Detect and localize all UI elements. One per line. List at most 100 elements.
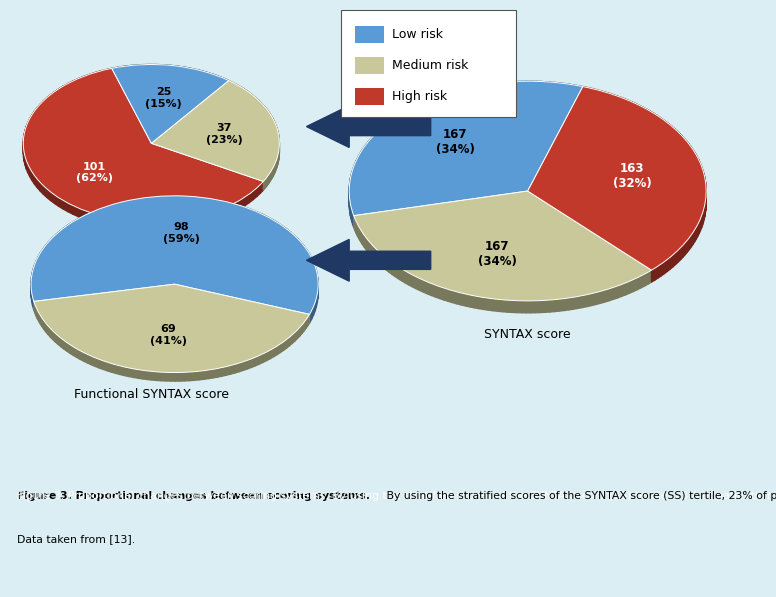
Polygon shape bbox=[61, 338, 64, 349]
Polygon shape bbox=[240, 205, 246, 216]
Polygon shape bbox=[32, 111, 34, 124]
Polygon shape bbox=[123, 66, 124, 75]
Polygon shape bbox=[255, 97, 256, 106]
Polygon shape bbox=[214, 75, 216, 84]
Polygon shape bbox=[105, 205, 111, 216]
Polygon shape bbox=[536, 81, 541, 93]
Polygon shape bbox=[378, 129, 380, 143]
Polygon shape bbox=[489, 83, 494, 96]
Polygon shape bbox=[155, 196, 162, 205]
Text: Medium risk: Medium risk bbox=[392, 60, 468, 72]
Polygon shape bbox=[192, 217, 199, 226]
Polygon shape bbox=[383, 256, 386, 270]
Polygon shape bbox=[687, 141, 688, 155]
Polygon shape bbox=[621, 97, 625, 111]
Polygon shape bbox=[139, 64, 140, 73]
Polygon shape bbox=[452, 90, 457, 103]
FancyBboxPatch shape bbox=[355, 88, 384, 105]
Polygon shape bbox=[470, 295, 475, 308]
Polygon shape bbox=[124, 220, 130, 230]
Polygon shape bbox=[494, 83, 498, 95]
Polygon shape bbox=[297, 328, 300, 338]
Polygon shape bbox=[371, 136, 373, 151]
Polygon shape bbox=[192, 69, 193, 78]
Polygon shape bbox=[661, 261, 664, 276]
Polygon shape bbox=[207, 72, 209, 82]
Polygon shape bbox=[59, 86, 64, 97]
Polygon shape bbox=[187, 67, 189, 76]
Polygon shape bbox=[64, 84, 68, 95]
Polygon shape bbox=[112, 219, 118, 228]
Wedge shape bbox=[528, 87, 706, 270]
Polygon shape bbox=[232, 82, 234, 92]
Polygon shape bbox=[364, 235, 366, 250]
Polygon shape bbox=[270, 114, 271, 124]
Polygon shape bbox=[376, 248, 378, 263]
Polygon shape bbox=[444, 93, 449, 106]
Polygon shape bbox=[54, 89, 59, 100]
Polygon shape bbox=[613, 286, 618, 300]
Polygon shape bbox=[43, 98, 47, 110]
Polygon shape bbox=[298, 239, 301, 251]
Polygon shape bbox=[372, 245, 376, 260]
Polygon shape bbox=[366, 238, 369, 253]
Polygon shape bbox=[424, 280, 428, 294]
Polygon shape bbox=[270, 348, 274, 359]
Polygon shape bbox=[517, 301, 521, 313]
Polygon shape bbox=[68, 81, 73, 92]
Polygon shape bbox=[512, 81, 517, 94]
Polygon shape bbox=[163, 65, 165, 73]
Polygon shape bbox=[46, 324, 48, 334]
Polygon shape bbox=[369, 241, 370, 255]
Polygon shape bbox=[270, 171, 271, 181]
Polygon shape bbox=[286, 337, 289, 348]
Polygon shape bbox=[475, 296, 479, 309]
Polygon shape bbox=[68, 222, 73, 233]
Polygon shape bbox=[172, 66, 174, 74]
Polygon shape bbox=[226, 365, 230, 376]
Polygon shape bbox=[174, 220, 180, 229]
Polygon shape bbox=[358, 155, 359, 170]
Text: Data taken from [13].: Data taken from [13]. bbox=[17, 534, 135, 544]
Polygon shape bbox=[243, 88, 244, 98]
Text: Functional SYNTAX score: Functional SYNTAX score bbox=[74, 387, 229, 401]
Polygon shape bbox=[691, 232, 693, 247]
Polygon shape bbox=[688, 238, 689, 253]
Polygon shape bbox=[28, 118, 29, 131]
Polygon shape bbox=[217, 76, 219, 85]
Polygon shape bbox=[277, 344, 280, 355]
Polygon shape bbox=[217, 368, 222, 377]
Polygon shape bbox=[461, 293, 466, 306]
Polygon shape bbox=[59, 198, 64, 209]
Polygon shape bbox=[657, 115, 660, 130]
FancyBboxPatch shape bbox=[355, 57, 384, 74]
Polygon shape bbox=[622, 283, 625, 297]
Polygon shape bbox=[88, 211, 93, 222]
Polygon shape bbox=[206, 72, 207, 81]
Polygon shape bbox=[29, 168, 32, 180]
Polygon shape bbox=[691, 146, 692, 161]
Polygon shape bbox=[526, 301, 531, 313]
Polygon shape bbox=[83, 75, 88, 85]
Polygon shape bbox=[38, 253, 40, 265]
Polygon shape bbox=[251, 210, 257, 220]
Polygon shape bbox=[498, 82, 503, 95]
Polygon shape bbox=[52, 235, 56, 247]
Polygon shape bbox=[484, 84, 489, 97]
Polygon shape bbox=[120, 366, 125, 376]
Polygon shape bbox=[216, 75, 217, 84]
Polygon shape bbox=[262, 104, 263, 113]
Polygon shape bbox=[359, 227, 361, 242]
Polygon shape bbox=[359, 152, 361, 167]
Polygon shape bbox=[268, 217, 273, 228]
Polygon shape bbox=[596, 291, 601, 304]
Polygon shape bbox=[546, 300, 550, 312]
Text: SYNTAX score: SYNTAX score bbox=[484, 328, 571, 341]
Polygon shape bbox=[262, 214, 268, 226]
Polygon shape bbox=[314, 261, 315, 274]
Polygon shape bbox=[212, 74, 213, 83]
Polygon shape bbox=[483, 297, 488, 310]
Polygon shape bbox=[354, 216, 355, 230]
Polygon shape bbox=[205, 72, 206, 81]
Polygon shape bbox=[166, 65, 168, 73]
